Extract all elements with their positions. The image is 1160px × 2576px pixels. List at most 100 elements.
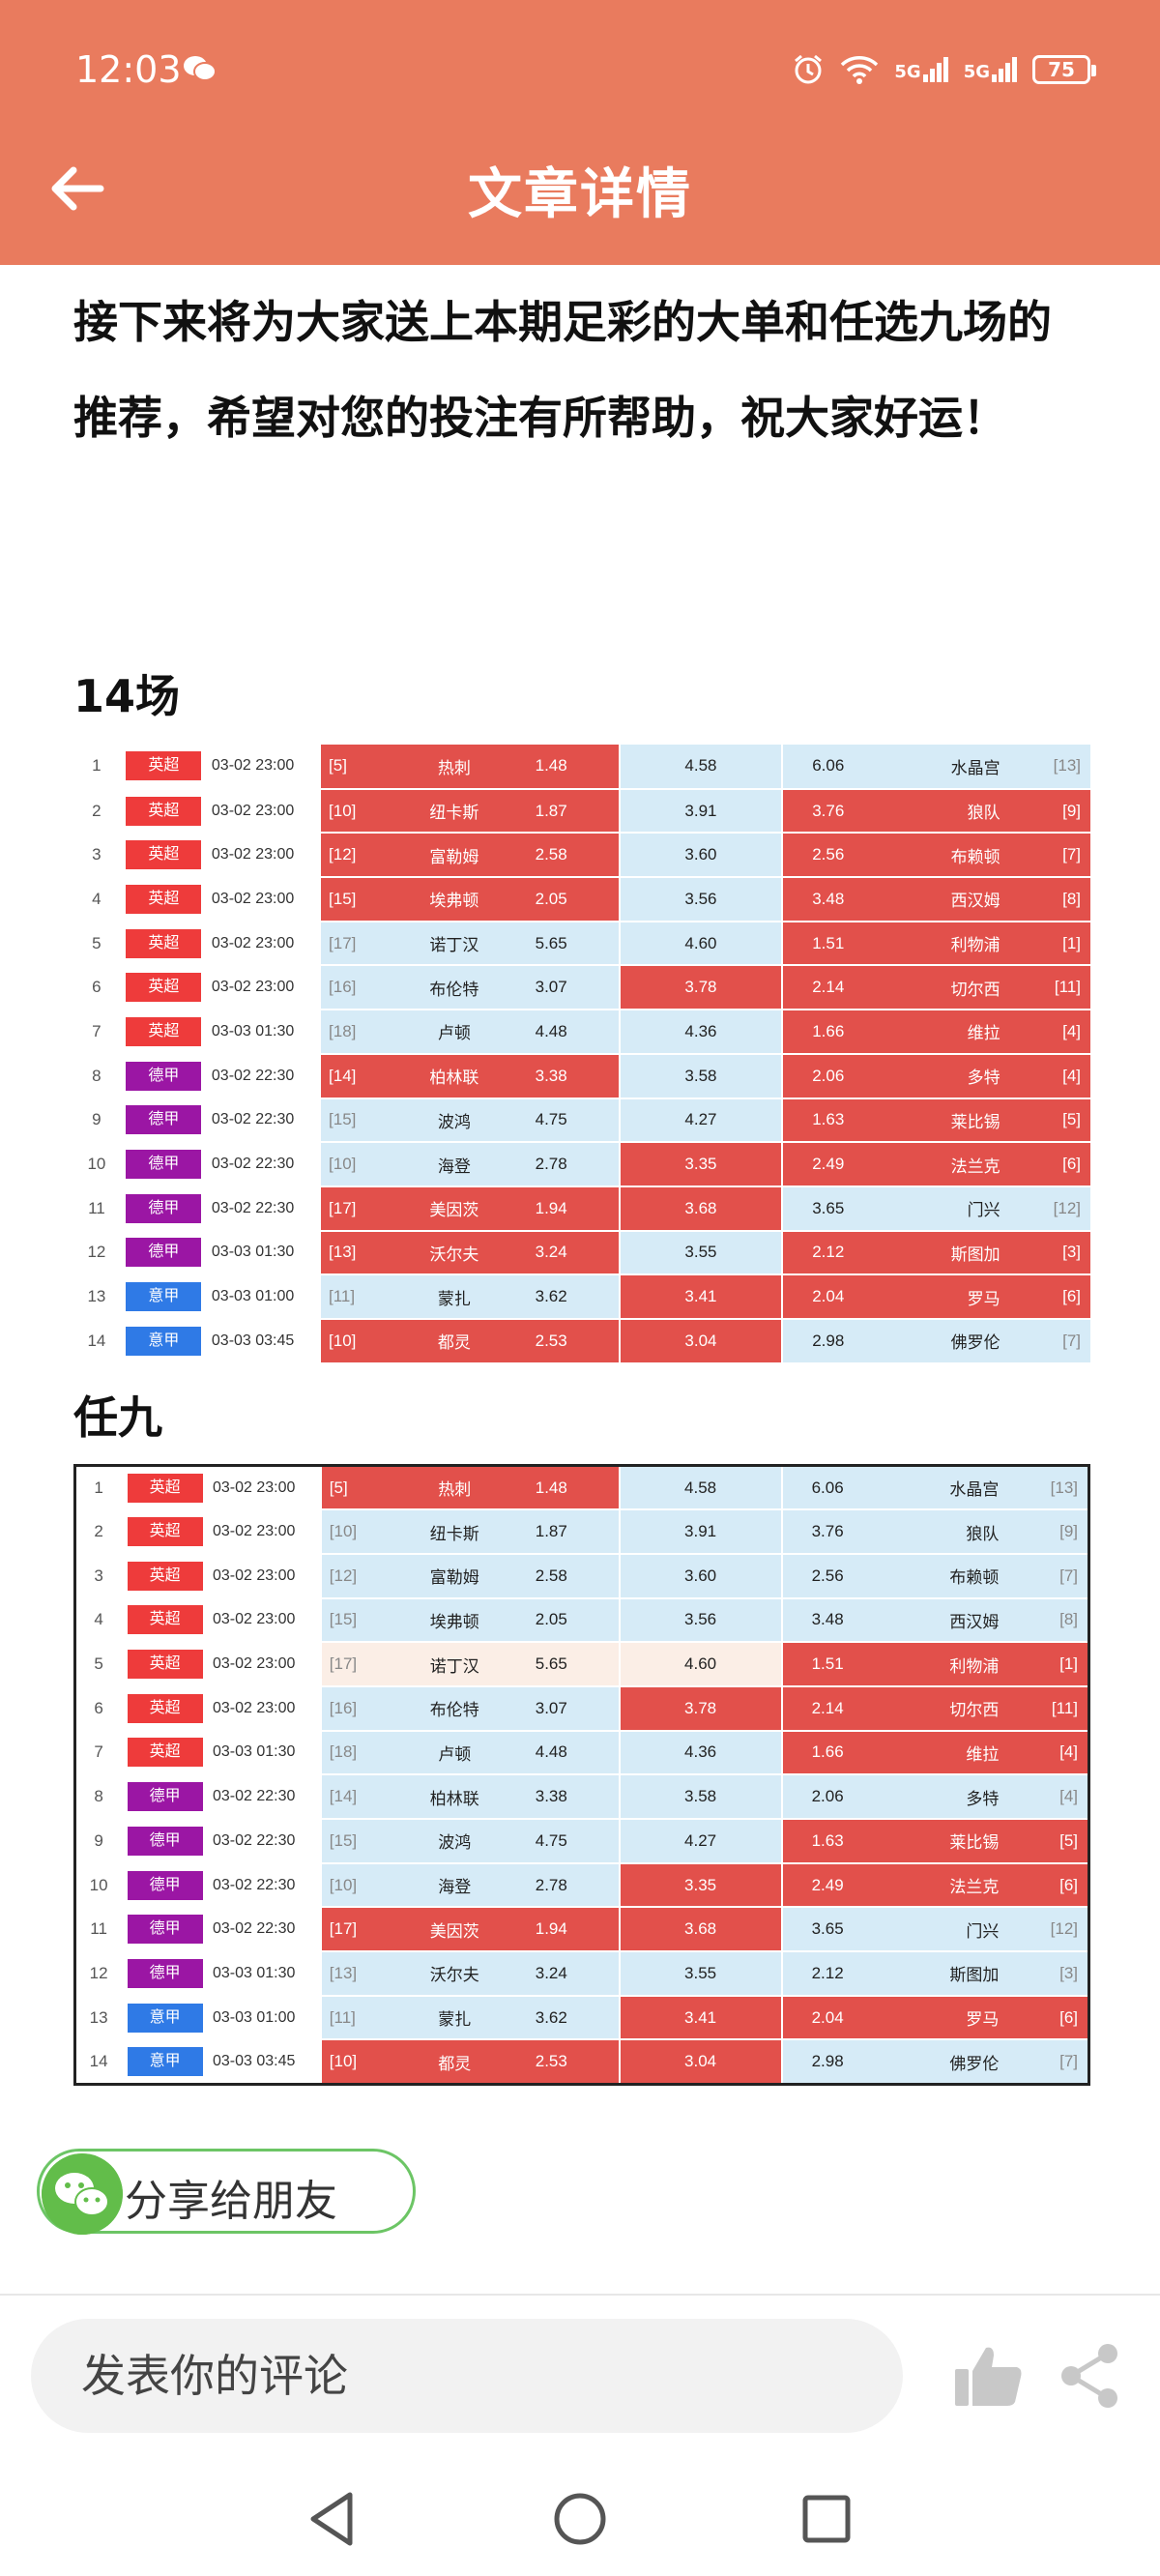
home-odds: 2.05: [531, 877, 620, 922]
home-odds: 2.53: [531, 2039, 620, 2086]
status-icons: 5G 5G 75: [792, 50, 1096, 89]
home-rank: [17]: [319, 1186, 378, 1232]
home-team: 卢顿: [377, 1730, 532, 1776]
draw-odds: 4.36: [618, 1010, 783, 1055]
home-odds: 2.58: [531, 1553, 620, 1599]
share-to-friends-button[interactable]: 分享给朋友: [37, 2149, 416, 2235]
match-number: 13: [74, 1995, 122, 2041]
league-cell: 德甲: [119, 1186, 208, 1232]
nav-recents-icon[interactable]: [793, 2485, 860, 2553]
match-number: 10: [73, 1142, 120, 1187]
away-odds: 2.98: [781, 1318, 871, 1364]
nav-home-icon[interactable]: [546, 2485, 614, 2553]
away-team: 西汉姆: [869, 1597, 1000, 1644]
home-rank: [10]: [319, 1142, 378, 1187]
home-team: 富勒姆: [377, 833, 532, 879]
draw-odds: 3.91: [618, 788, 783, 834]
home-team: 热刺: [377, 1465, 532, 1511]
home-team: 柏林联: [377, 1774, 532, 1820]
home-rank: [10]: [319, 1862, 378, 1909]
section-title-14: 14场: [73, 670, 181, 722]
home-rank: [5]: [319, 745, 378, 790]
league-cell: 德甲: [119, 1053, 208, 1099]
away-team: 罗马: [870, 1274, 1000, 1320]
home-rank: [10]: [319, 788, 378, 834]
match-time: 03-02 22:30: [207, 1142, 321, 1187]
away-team: 佛罗伦: [869, 2039, 1000, 2086]
league-cell: 德甲: [121, 1907, 209, 1953]
comment-input[interactable]: [31, 2319, 903, 2433]
league-cell: 英超: [119, 833, 208, 879]
match-row: 2 英超 03-02 23:00 [10] 纽卡斯 1.87 3.91 3.76 狼队 [9]: [74, 1509, 1089, 1555]
home-team: 沃尔夫: [377, 1951, 532, 1997]
league-badge: 德甲: [127, 1915, 203, 1945]
home-rank: [15]: [319, 1819, 378, 1864]
draw-odds: 3.56: [618, 877, 783, 922]
away-rank: [13]: [999, 1465, 1089, 1511]
match-time: 03-03 03:45: [207, 1318, 321, 1364]
league-badge: 英超: [127, 1561, 203, 1591]
away-rank: [7]: [999, 1553, 1089, 1599]
thumbs-up-icon[interactable]: [953, 2342, 1025, 2410]
share-icon[interactable]: [1059, 2342, 1121, 2410]
away-odds: 2.04: [781, 1274, 871, 1320]
home-odds: 1.87: [531, 788, 620, 834]
match-number: 3: [73, 833, 120, 879]
home-odds: 4.75: [531, 1098, 620, 1144]
match-row: 5 英超 03-02 23:00 [17] 诺丁汉 5.65 4.60 1.51 利物浦 [1]: [74, 1642, 1089, 1687]
match-time: 03-03 03:45: [208, 2039, 321, 2086]
match-number: 12: [74, 1951, 122, 1997]
home-rank: [15]: [319, 1597, 378, 1644]
match-number: 3: [74, 1553, 122, 1599]
league-badge: 英超: [126, 840, 202, 870]
home-odds: 4.48: [531, 1010, 620, 1055]
away-team: 多特: [870, 1053, 1000, 1099]
away-rank: [13]: [1000, 745, 1090, 790]
away-odds: 6.06: [781, 745, 871, 790]
match-time: 03-02 23:00: [207, 788, 321, 834]
match-time: 03-02 22:30: [207, 1053, 321, 1099]
league-cell: 英超: [121, 1509, 209, 1555]
odds-table-r9: 1 英超 03-02 23:00 [5] 热刺 1.48 4.58 6.06 水晶宫 [13] 2 英…: [73, 1464, 1090, 2086]
home-rank: [15]: [319, 877, 378, 922]
league-cell: 英超: [121, 1465, 209, 1511]
home-rank: [10]: [319, 2039, 378, 2086]
league-badge: 英超: [126, 751, 202, 781]
league-cell: 意甲: [121, 2039, 209, 2086]
match-number: 2: [73, 788, 120, 834]
league-badge: 德甲: [126, 1150, 202, 1180]
league-badge: 英超: [127, 1650, 203, 1680]
home-odds: 2.05: [531, 1597, 620, 1644]
home-rank: [18]: [319, 1730, 378, 1776]
away-team: 狼队: [869, 1509, 1000, 1555]
back-arrow-icon[interactable]: [43, 155, 110, 222]
match-row: 10 德甲 03-02 22:30 [10] 海登 2.78 3.35 2.49 法兰克 [6]: [73, 1142, 1090, 1187]
draw-odds: 4.60: [618, 921, 783, 967]
away-odds: 3.76: [780, 1509, 870, 1555]
league-badge: 英超: [127, 1693, 203, 1723]
away-odds: 2.04: [780, 1995, 870, 2041]
draw-odds: 4.27: [618, 1819, 782, 1864]
league-badge: 英超: [126, 884, 202, 914]
match-row: 13 意甲 03-03 01:00 [11] 蒙扎 3.62 3.41 2.04 罗马 [6]: [73, 1274, 1090, 1320]
away-team: 莱比锡: [869, 1819, 1000, 1864]
home-team: 布伦特: [377, 1685, 532, 1732]
away-team: 罗马: [869, 1995, 1000, 2041]
draw-odds: 3.56: [618, 1597, 782, 1644]
nav-back-icon[interactable]: [300, 2485, 367, 2553]
league-cell: 德甲: [121, 1862, 209, 1909]
draw-odds: 4.58: [618, 745, 783, 790]
match-number: 7: [73, 1010, 120, 1055]
league-cell: 英超: [121, 1597, 209, 1644]
home-odds: 1.94: [531, 1186, 620, 1232]
draw-odds: 3.41: [618, 1995, 782, 2041]
away-rank: [5]: [1000, 1098, 1090, 1144]
app-header: 12:03 5G 5G 75 文章详情: [0, 0, 1160, 265]
home-rank: [17]: [319, 1907, 378, 1953]
league-cell: 意甲: [119, 1274, 208, 1320]
away-team: 莱比锡: [870, 1098, 1000, 1144]
away-team: 门兴: [870, 1186, 1000, 1232]
match-number: 11: [73, 1186, 120, 1232]
away-rank: [9]: [1000, 788, 1090, 834]
match-time: 03-02 23:00: [208, 1465, 321, 1511]
